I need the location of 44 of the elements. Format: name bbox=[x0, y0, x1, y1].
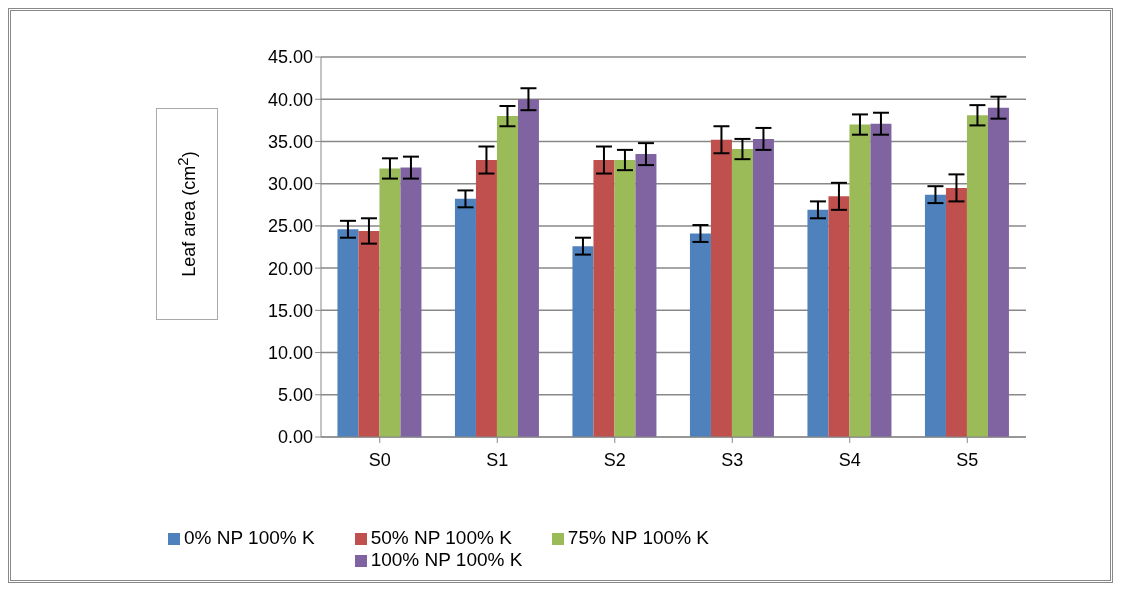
bar bbox=[614, 160, 636, 437]
bar bbox=[828, 196, 850, 437]
bar bbox=[966, 115, 988, 437]
bar bbox=[924, 194, 946, 437]
bar bbox=[496, 116, 518, 437]
y-tick-label: 5.00 bbox=[277, 385, 313, 406]
y-tick-label: 0.00 bbox=[277, 427, 313, 448]
y-tick-label: 35.00 bbox=[267, 131, 313, 152]
bar bbox=[945, 187, 967, 437]
bar bbox=[337, 229, 359, 437]
x-tick-label: S3 bbox=[721, 449, 744, 470]
bar bbox=[379, 168, 401, 437]
bar bbox=[689, 233, 711, 437]
bar bbox=[358, 230, 380, 437]
bar bbox=[593, 160, 615, 437]
y-tick-label: 10.00 bbox=[267, 342, 313, 363]
y-tick-label: 20.00 bbox=[267, 258, 313, 279]
y-tick-label: 25.00 bbox=[267, 216, 313, 237]
bar bbox=[849, 124, 871, 437]
bar bbox=[635, 154, 657, 437]
bar bbox=[731, 149, 753, 437]
y-tick-label: 15.00 bbox=[267, 300, 313, 321]
bar bbox=[752, 138, 774, 437]
bar bbox=[807, 209, 829, 437]
bar bbox=[572, 246, 594, 437]
x-tick-label: S4 bbox=[838, 449, 861, 470]
y-tick-label: 30.00 bbox=[267, 174, 313, 195]
y-tick-label: 45.00 bbox=[267, 47, 313, 68]
bar bbox=[400, 167, 422, 437]
x-tick-label: S5 bbox=[956, 449, 979, 470]
legend-label: 0% NP 100% K bbox=[184, 527, 315, 548]
legend-label: 75% NP 100% K bbox=[567, 527, 709, 548]
legend-label: 50% NP 100% K bbox=[370, 527, 512, 548]
bar bbox=[987, 107, 1009, 437]
bar bbox=[517, 99, 539, 437]
x-tick-label: S1 bbox=[486, 449, 509, 470]
legend-label: 100% NP 100% K bbox=[370, 549, 523, 570]
x-tick-label: S2 bbox=[603, 449, 626, 470]
bar bbox=[454, 198, 476, 437]
bar bbox=[870, 123, 892, 437]
x-tick-label: S0 bbox=[368, 449, 391, 470]
bar bbox=[475, 160, 497, 437]
y-tick-label: 40.00 bbox=[267, 89, 313, 110]
bar bbox=[710, 139, 732, 437]
